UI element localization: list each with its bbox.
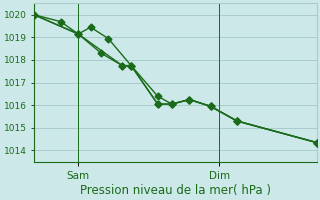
- X-axis label: Pression niveau de la mer( hPa ): Pression niveau de la mer( hPa ): [80, 184, 271, 197]
